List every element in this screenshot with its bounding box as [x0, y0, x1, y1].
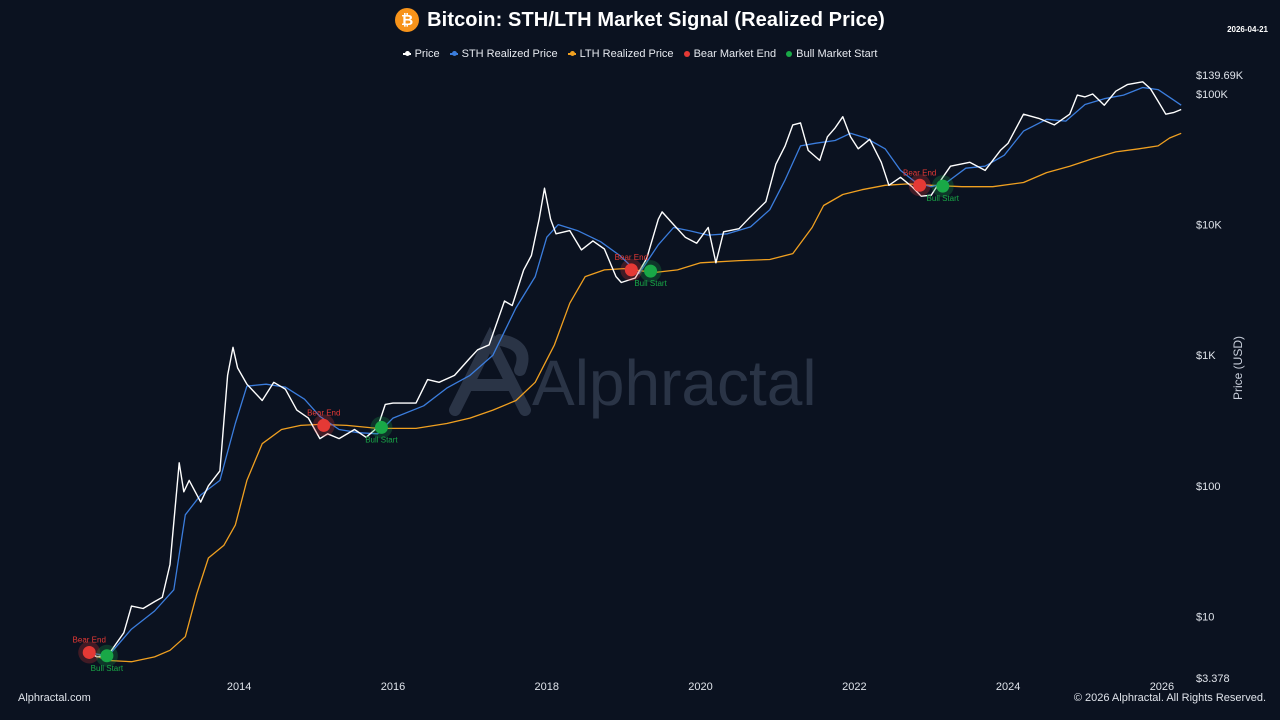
signal-label: Bull Start [91, 664, 124, 673]
series-line-sth-realized-price [85, 86, 1182, 657]
chart-legend: Price STH Realized Price LTH Realized Pric… [0, 48, 1280, 60]
watermark-logo-icon [449, 326, 531, 416]
signal-label: Bear End [615, 253, 648, 262]
watermark: Alphractal [449, 326, 817, 419]
y-tick-label: $1K [1196, 350, 1216, 362]
bitcoin-icon: ₿ [395, 8, 420, 32]
legend-item-bear-market-end: Bear Market End [683, 48, 777, 60]
y-axis-title: Price (USD) [1231, 336, 1245, 400]
x-tick-label: 2026 [1150, 681, 1174, 693]
bull-market-start-dot [374, 420, 388, 434]
y-tick-label: $139.69K [1196, 70, 1244, 82]
series-line-lth-realized-price [85, 132, 1182, 663]
legend-marker-icon [449, 51, 458, 56]
legend-label: Bear Market End [693, 48, 777, 60]
title-row: ₿ Bitcoin: STH/LTH Market Signal (Realiz… [0, 8, 1280, 32]
signal-label: Bear End [73, 635, 106, 644]
legend-label: STH Realized Price [461, 48, 558, 60]
x-tick-label: 2018 [535, 681, 559, 693]
bull-market-start-dot [644, 264, 658, 278]
legend-label: Price [414, 48, 440, 60]
x-tick-label: 2022 [842, 681, 866, 693]
legend-marker-icon [786, 51, 793, 57]
x-tick-label: 2020 [688, 681, 712, 693]
y-tick-label: $100 [1196, 481, 1220, 493]
y-tick-label: $10K [1196, 220, 1222, 232]
chart-title: Bitcoin: STH/LTH Market Signal (Realized… [427, 8, 885, 31]
bear-market-end-dot [82, 645, 96, 659]
bear-market-end-dot [913, 178, 927, 192]
y-tick-label: $100K [1196, 89, 1228, 101]
watermark-text: Alphractal [532, 347, 817, 419]
signal-label: Bear End [903, 168, 936, 177]
legend-marker-icon [402, 51, 411, 56]
bull-market-start-dot [100, 649, 114, 663]
legend-item-bull-market-start: Bull Market Start [786, 48, 877, 60]
bull-market-start-dot [936, 179, 950, 193]
x-tick-label: 2014 [227, 681, 251, 693]
signal-label: Bull Start [634, 279, 667, 288]
signal-label: Bull Start [927, 194, 960, 203]
footer-site: Alphractal.com [18, 692, 91, 704]
signal-label: Bear End [307, 408, 340, 417]
bear-market-end-dot [624, 263, 638, 277]
bear-market-end-dot [317, 418, 331, 432]
legend-item-lth-realized-price: LTH Realized Price [567, 48, 674, 60]
series-line-price [85, 81, 1182, 658]
y-tick-label: $3.378 [1196, 673, 1230, 685]
legend-label: LTH Realized Price [579, 48, 674, 60]
footer-copyright: © 2026 Alphractal. All Rights Reserved. [1073, 692, 1266, 704]
chart-date: 2026-04-21 [1227, 25, 1268, 34]
signal-label: Bull Start [365, 435, 398, 444]
x-tick-label: 2016 [381, 681, 405, 693]
legend-marker-icon [567, 51, 576, 56]
legend-item-price: Price [402, 48, 440, 60]
legend-marker-icon [683, 51, 690, 57]
y-tick-label: $10 [1196, 611, 1214, 623]
legend-label: Bull Market Start [796, 48, 878, 60]
legend-item-sth-realized-price: STH Realized Price [449, 48, 558, 60]
x-tick-label: 2024 [996, 681, 1020, 693]
